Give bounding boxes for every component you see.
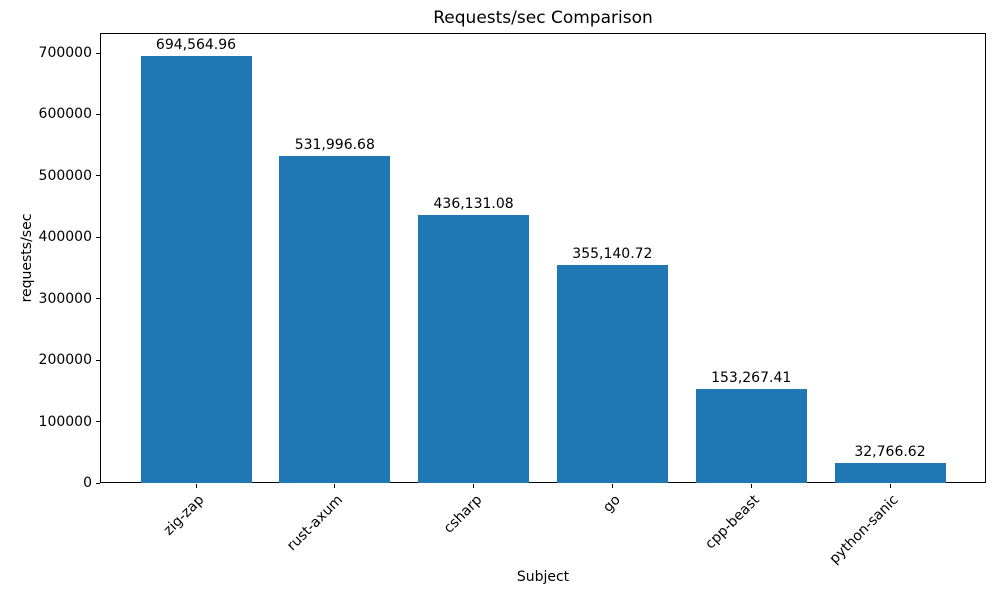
y-tick-mark xyxy=(96,298,100,300)
x-tick-mark xyxy=(195,484,197,488)
bar-cpp-beast xyxy=(695,388,807,483)
y-tick-label: 700000 xyxy=(38,45,92,61)
y-tick-label: 600000 xyxy=(38,106,92,123)
x-axis-title: Subject xyxy=(516,569,570,585)
y-tick-mark xyxy=(96,482,100,484)
y-tick-label: 0 xyxy=(83,475,92,491)
x-tick-mark xyxy=(473,484,475,488)
y-tick-label: 100000 xyxy=(38,413,92,430)
bar-value-label-python-sanic: 32,766.62 xyxy=(854,443,926,460)
bar-zig-zap xyxy=(140,56,252,483)
x-tick-label-text: python-sanic xyxy=(826,492,902,568)
y-tick-mark xyxy=(96,236,100,238)
bar-python-sanic xyxy=(834,462,946,483)
y-tick-label: 500000 xyxy=(38,167,92,184)
bar-go xyxy=(556,264,668,483)
bar-value-label-rust-axum: 531,996.68 xyxy=(294,137,375,154)
x-tick-mark xyxy=(889,484,891,488)
y-tick-label: 200000 xyxy=(38,352,92,369)
y-tick-mark xyxy=(96,359,100,361)
y-axis-title: requests/sec xyxy=(19,213,35,303)
bar-value-label-cpp-beast: 153,267.41 xyxy=(711,369,792,386)
chart-title: Requests/sec Comparison xyxy=(433,8,653,28)
y-tick-mark xyxy=(96,175,100,177)
bar-csharp xyxy=(418,215,530,483)
y-tick-label: 400000 xyxy=(38,229,92,246)
y-tick-label: 300000 xyxy=(38,290,92,307)
x-tick-mark xyxy=(750,484,752,488)
bar-value-label-zig-zap: 694,564.96 xyxy=(155,37,237,54)
x-tick-mark xyxy=(334,484,336,488)
y-tick-mark xyxy=(96,421,100,423)
bar-value-label-go: 355,140.72 xyxy=(572,245,653,262)
y-tick-mark xyxy=(96,52,100,54)
bar-value-label-csharp: 436,131.08 xyxy=(433,196,514,213)
bar-rust-axum xyxy=(279,156,391,483)
y-tick-mark xyxy=(96,113,100,115)
x-tick-label-python-sanic: python-sanic xyxy=(670,489,901,567)
x-tick-mark xyxy=(611,484,613,488)
